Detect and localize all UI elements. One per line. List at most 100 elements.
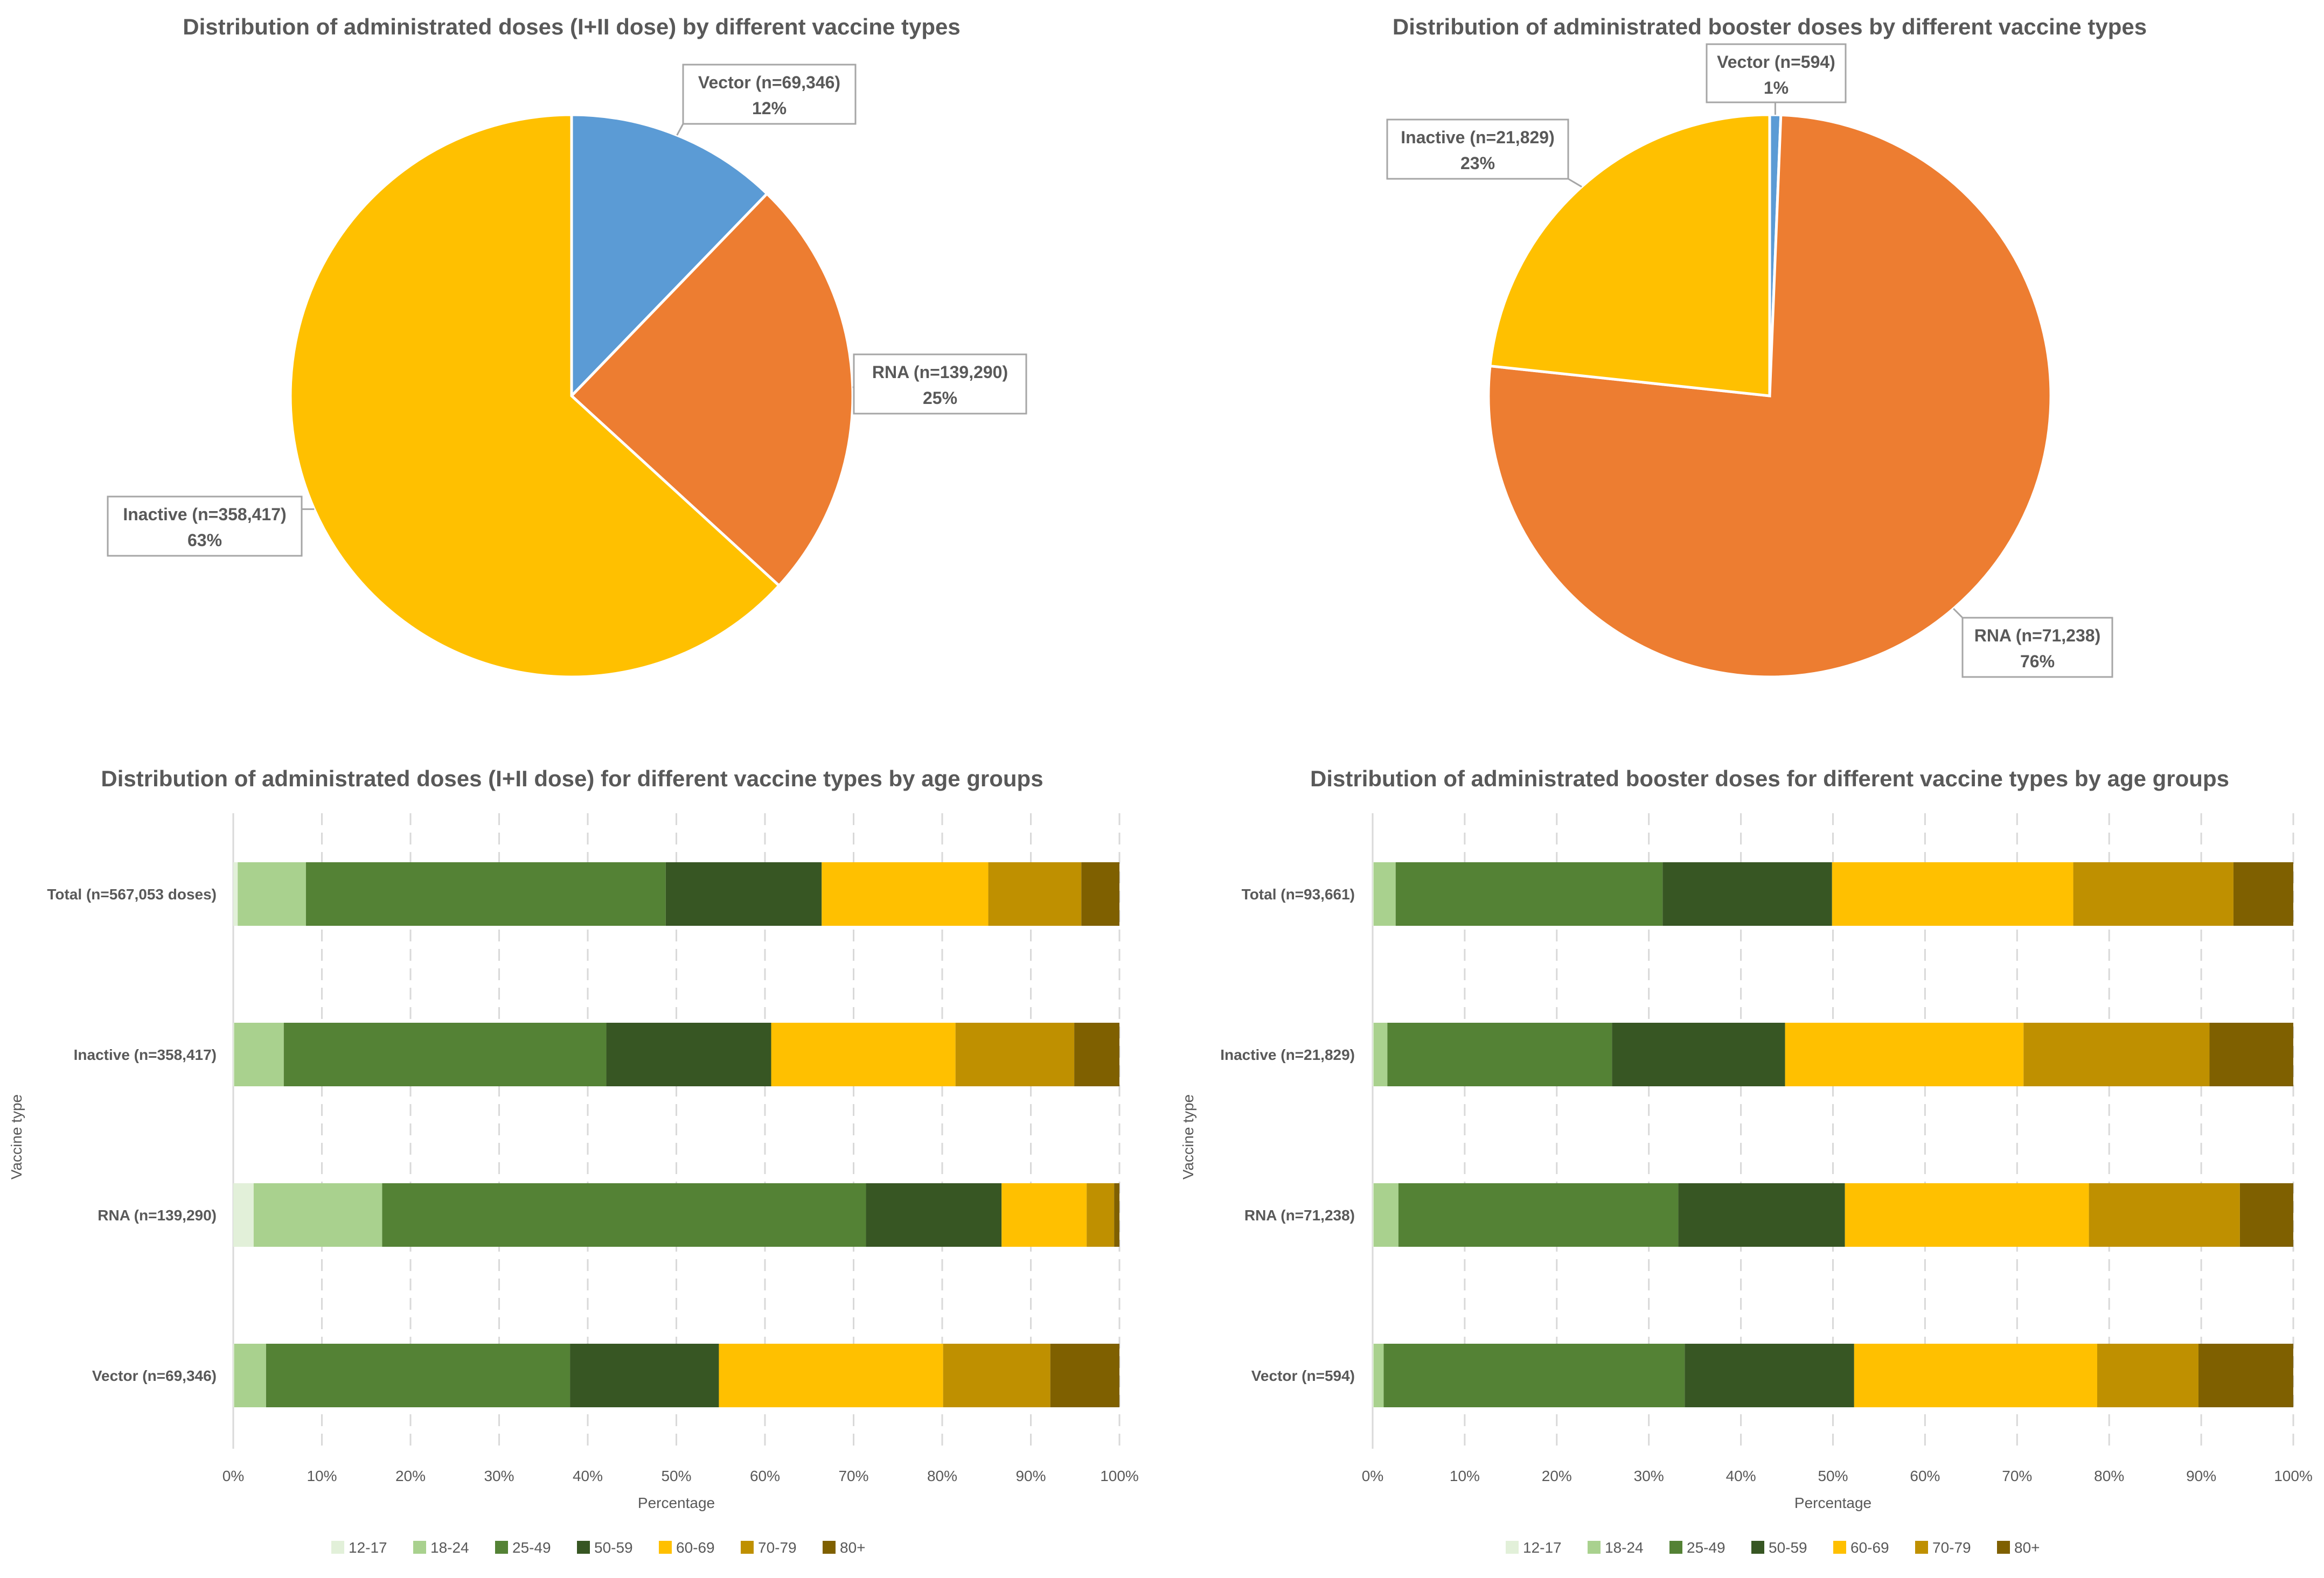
bar-segment-25-49 xyxy=(1398,1183,1679,1247)
x-tick-label: 60% xyxy=(1910,1468,1940,1484)
x-tick-label: 20% xyxy=(395,1468,426,1484)
bar-segment-70-79 xyxy=(2023,1023,2210,1086)
slice-percent-rna: 25% xyxy=(923,388,957,408)
y-axis-title: Vaccine type xyxy=(1180,1094,1196,1179)
slice-percent-rna: 76% xyxy=(2020,652,2055,671)
category-label: RNA (n=71,238) xyxy=(1244,1207,1355,1224)
pie-slice-inactive xyxy=(289,113,781,679)
category-label: Inactive (n=358,417) xyxy=(74,1046,217,1063)
x-tick-label: 100% xyxy=(1100,1468,1139,1484)
chart-title: Distribution of administrated booster do… xyxy=(1393,14,2147,39)
legend-swatch-18-24 xyxy=(413,1541,426,1554)
bar-segment-50-59 xyxy=(570,1344,719,1407)
x-tick-label: 50% xyxy=(661,1468,691,1484)
callout-leader xyxy=(676,123,684,136)
bar-segment-18-24 xyxy=(253,1183,382,1247)
callout-box xyxy=(1961,617,2113,678)
legend-label-60-69: 60-69 xyxy=(676,1539,715,1556)
x-tick-label: 80% xyxy=(2094,1468,2124,1484)
bar-segment-60-69 xyxy=(719,1344,943,1407)
bar-segment-12-17 xyxy=(233,862,238,926)
bar-segment-18-24 xyxy=(1373,862,1396,926)
legend-swatch-25-49 xyxy=(1669,1541,1682,1554)
category-label: Total (n=567,053 doses) xyxy=(47,886,217,903)
legend-label-70-79: 70-79 xyxy=(1932,1539,1971,1556)
slice-percent-vector: 1% xyxy=(1764,78,1789,97)
pie-chart-booster-doses: Distribution of administrated booster do… xyxy=(1386,14,2147,679)
x-tick-label: 40% xyxy=(573,1468,603,1484)
bar-segment-18-24 xyxy=(234,1344,266,1407)
legend-swatch-80 xyxy=(823,1541,836,1554)
x-tick-label: 10% xyxy=(1450,1468,1480,1484)
bar-segment-80 xyxy=(1050,1344,1119,1407)
bar-segment-12-17 xyxy=(1373,1183,1374,1247)
legend-label-70-79: 70-79 xyxy=(758,1539,797,1556)
slice-percent-inactive: 63% xyxy=(187,530,222,550)
chart-title: Distribution of administrated doses (I+I… xyxy=(183,14,960,39)
category-label: Vector (n=69,346) xyxy=(92,1367,217,1384)
callout-leader xyxy=(1953,608,1964,619)
bar-segment-50-59 xyxy=(1685,1344,1854,1407)
legend-swatch-80 xyxy=(1997,1541,2010,1554)
bar-segment-70-79 xyxy=(2089,1183,2240,1247)
legend-label-12-17: 12-17 xyxy=(349,1539,387,1556)
x-tick-label: 0% xyxy=(1362,1468,1383,1484)
legend-swatch-70-79 xyxy=(1915,1541,1928,1554)
bar-segment-60-69 xyxy=(822,862,989,926)
bar-segment-25-49 xyxy=(382,1183,866,1247)
bar-segment-25-49 xyxy=(1395,862,1663,926)
legend-label-80: 80+ xyxy=(2014,1539,2040,1556)
callout-box xyxy=(1386,118,1569,180)
legend-label-18-24: 18-24 xyxy=(1605,1539,1644,1556)
bar-segment-60-69 xyxy=(1854,1344,2097,1407)
callout-box xyxy=(682,64,857,125)
x-tick-label: 70% xyxy=(838,1468,868,1484)
bar-segment-12-17 xyxy=(233,1183,254,1247)
slice-label-rna: RNA (n=139,290) xyxy=(872,362,1008,382)
x-tick-label: 80% xyxy=(927,1468,957,1484)
legend-label-80: 80+ xyxy=(840,1539,866,1556)
legend-swatch-50-59 xyxy=(577,1541,590,1554)
bar-segment-60-69 xyxy=(1832,862,2073,926)
bar-segment-25-49 xyxy=(266,1344,570,1407)
bar-segment-80 xyxy=(2239,1183,2293,1247)
bar-segment-50-59 xyxy=(866,1183,1002,1247)
y-axis-title: Vaccine type xyxy=(8,1094,25,1179)
legend-swatch-60-69 xyxy=(1833,1541,1846,1554)
bar-segment-18-24 xyxy=(1373,1344,1384,1407)
category-label: RNA (n=139,290) xyxy=(98,1207,217,1224)
bar-segment-18-24 xyxy=(238,862,306,926)
bar-segment-12-17 xyxy=(1373,1023,1374,1086)
bar-segment-12-17 xyxy=(233,1344,234,1407)
bar-segment-12-17 xyxy=(1373,862,1374,926)
callout-box xyxy=(107,495,303,557)
pie-chart-primary-doses: Distribution of administrated doses (I+I… xyxy=(107,14,1027,679)
x-axis-title: Percentage xyxy=(638,1495,715,1511)
slice-label-inactive: Inactive (n=358,417) xyxy=(123,505,286,524)
category-label: Inactive (n=21,829) xyxy=(1220,1046,1355,1063)
legend-swatch-60-69 xyxy=(659,1541,672,1554)
bar-segment-60-69 xyxy=(1845,1183,2089,1247)
chart-title: Distribution of administrated booster do… xyxy=(1310,766,2229,791)
slice-percent-inactive: 23% xyxy=(1460,153,1495,173)
bar-segment-80 xyxy=(2198,1344,2293,1407)
bar-segment-70-79 xyxy=(988,862,1082,926)
bar-segment-80 xyxy=(1114,1183,1119,1247)
legend-label-50-59: 50-59 xyxy=(594,1539,633,1556)
x-tick-label: 30% xyxy=(484,1468,514,1484)
x-tick-label: 10% xyxy=(307,1468,337,1484)
bar-segment-80 xyxy=(1074,1023,1119,1086)
pie-slice-rna xyxy=(569,192,854,588)
x-tick-label: 50% xyxy=(1818,1468,1848,1484)
bar-segment-70-79 xyxy=(2073,862,2233,926)
bar-chart-primary-doses: Distribution of administrated doses (I+I… xyxy=(8,766,1139,1556)
bar-segment-12-17 xyxy=(1373,1344,1374,1407)
slice-label-vector: Vector (n=69,346) xyxy=(698,73,840,92)
bar-segment-60-69 xyxy=(1785,1023,2024,1086)
x-tick-label: 0% xyxy=(222,1468,244,1484)
bar-segment-50-59 xyxy=(665,862,822,926)
bar-segment-25-49 xyxy=(1387,1023,1612,1086)
legend-label-25-49: 25-49 xyxy=(512,1539,551,1556)
bar-segment-80 xyxy=(2209,1023,2293,1086)
bar-segment-70-79 xyxy=(943,1344,1050,1407)
